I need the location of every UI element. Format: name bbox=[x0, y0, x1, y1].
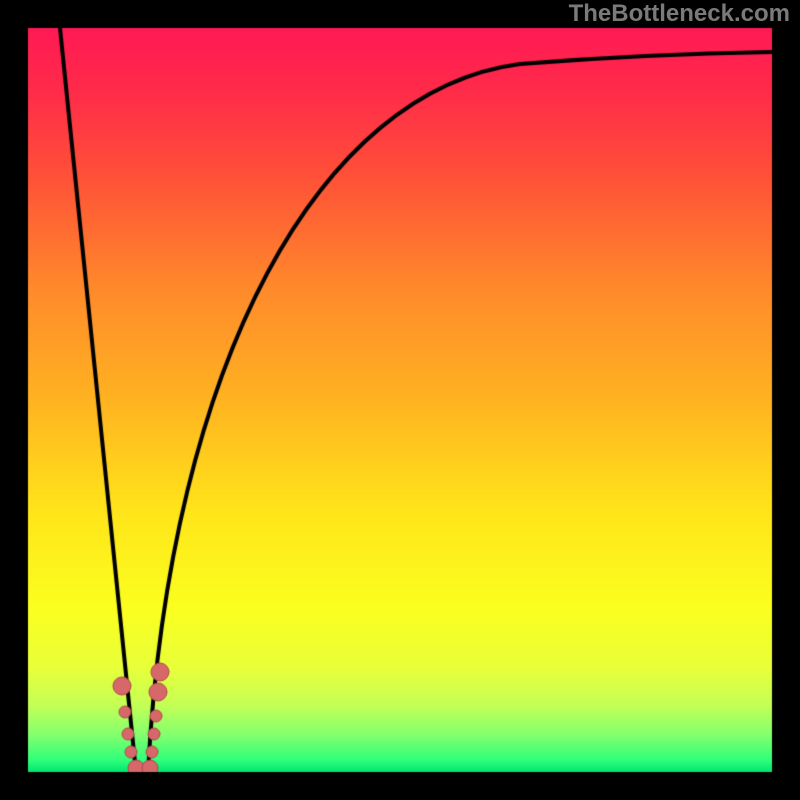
bottleneck-chart-canvas bbox=[0, 0, 800, 800]
chart-container: TheBottleneck.com bbox=[0, 0, 800, 800]
watermark-text: TheBottleneck.com bbox=[569, 0, 790, 28]
